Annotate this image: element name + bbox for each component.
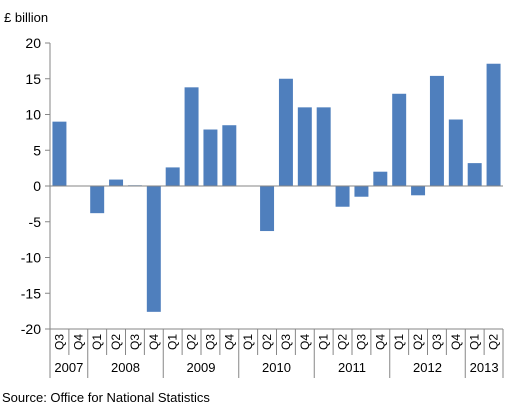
bar xyxy=(260,186,275,232)
x-tick-label: Q4 xyxy=(298,334,312,350)
bar xyxy=(52,121,67,186)
x-tick-label: Q4 xyxy=(373,334,387,350)
y-tick-label: -10 xyxy=(21,250,41,266)
x-tick-label: Q2 xyxy=(336,334,350,350)
bar xyxy=(109,179,124,186)
bar xyxy=(467,163,482,186)
x-axis: Q3 Q4 Q1 Q2 Q3 Q4 Q1 Q2 Q3 Q4 Q1 Q2 Q3 Q4 Q1 Q2 Q3 Q4 Q1 Q2… xyxy=(49,185,504,378)
x-tick-label: Q2 xyxy=(185,334,199,350)
bar xyxy=(354,186,369,197)
bar xyxy=(316,107,331,186)
x-tick-label: Q2 xyxy=(260,334,274,350)
bar xyxy=(146,186,161,312)
y-tick-label: 15 xyxy=(25,71,41,87)
bar xyxy=(373,171,388,186)
year-label: 2010 xyxy=(262,360,291,375)
bar xyxy=(278,78,293,186)
x-tick-label: Q4 xyxy=(147,334,161,350)
x-tick-label: Q2 xyxy=(109,334,123,350)
bar xyxy=(448,119,463,186)
year-label: 2011 xyxy=(338,360,366,375)
x-tick-label: Q3 xyxy=(128,334,142,350)
x-tick-label: Q4 xyxy=(449,334,463,350)
y-tick-label: 5 xyxy=(33,142,41,158)
x-tick-label: Q1 xyxy=(468,334,482,350)
x-tick-label: Q3 xyxy=(279,334,293,350)
y-tick-label: 20 xyxy=(25,35,41,51)
x-tick-label: Q2 xyxy=(411,334,425,350)
source-note: Source: Office for National Statistics xyxy=(2,390,210,405)
bar xyxy=(335,186,350,207)
bar xyxy=(297,107,312,186)
year-label: 2012 xyxy=(413,360,442,375)
x-tick-label: Q1 xyxy=(90,334,104,350)
year-label: 2008 xyxy=(111,360,140,375)
x-tick-label: Q4 xyxy=(222,334,236,350)
x-tick-label: Q2 xyxy=(487,334,501,350)
bar xyxy=(203,129,218,186)
y-axis: 20 15 10 5 0 -5 -10 -15 -20 xyxy=(21,35,51,337)
x-tick-label: Q3 xyxy=(52,334,66,350)
bar xyxy=(90,186,105,214)
y-axis-label: £ billion xyxy=(4,10,48,25)
bar xyxy=(222,125,237,186)
x-tick-label: Q3 xyxy=(430,334,444,350)
x-tick-label: Q3 xyxy=(203,334,217,350)
year-label: 2007 xyxy=(54,360,83,375)
y-tick-label: 10 xyxy=(25,107,41,123)
x-tick-label: Q1 xyxy=(392,334,406,350)
year-label: 2009 xyxy=(187,360,216,375)
y-tick-label: 0 xyxy=(33,178,41,194)
bars xyxy=(52,63,501,312)
x-tick-label: Q1 xyxy=(166,334,180,350)
x-tick-label: Q4 xyxy=(71,334,85,350)
bar xyxy=(429,75,444,186)
y-tick-label: -5 xyxy=(29,214,42,230)
x-tick-label: Q3 xyxy=(354,334,368,350)
y-tick-label: -20 xyxy=(21,321,41,337)
bar xyxy=(184,87,199,186)
bar xyxy=(486,63,501,186)
x-tick-label: Q1 xyxy=(241,334,255,350)
x-tick-label: Q1 xyxy=(317,334,331,350)
year-label: 2013 xyxy=(470,360,499,375)
bar xyxy=(392,93,407,186)
y-tick-label: -15 xyxy=(21,285,41,301)
bar xyxy=(411,186,426,196)
bar xyxy=(165,167,180,186)
